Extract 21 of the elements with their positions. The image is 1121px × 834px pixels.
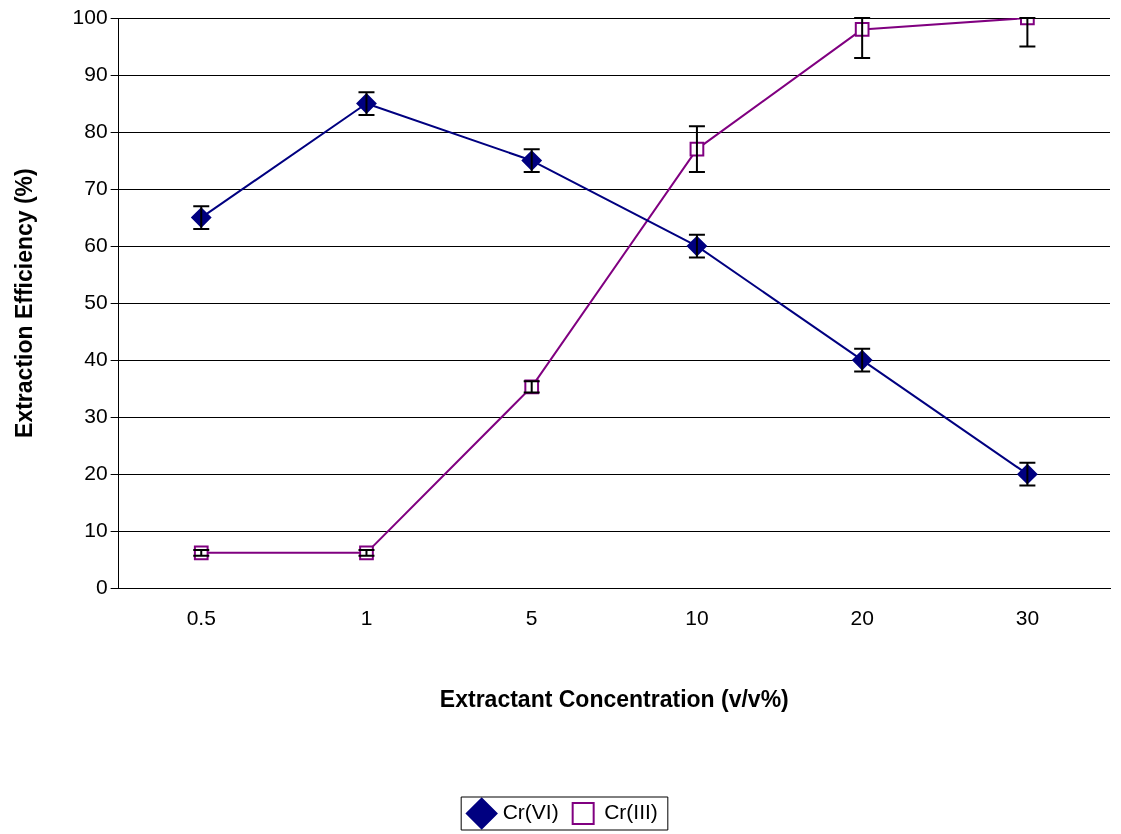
x-tick-label: 30 — [1015, 605, 1040, 629]
x-tick-label: 10 — [685, 605, 709, 629]
legend-label: Cr(III) — [604, 800, 658, 824]
y-tick-label: 90 — [84, 61, 108, 85]
y-tick-label: 10 — [84, 517, 108, 541]
x-tick-label: 1 — [360, 605, 373, 629]
x-tick-label: 5 — [525, 605, 538, 629]
x-axis-title: Extractant Concentration (v/v%) — [439, 685, 789, 712]
y-tick-label: 20 — [84, 460, 108, 484]
x-tick-label: 0.5 — [186, 605, 216, 629]
y-tick-label: 50 — [84, 289, 108, 313]
y-tick-label: 0 — [95, 575, 108, 598]
y-tick-label: 60 — [84, 232, 108, 256]
y-tick-label: 40 — [84, 346, 108, 370]
y-axis-title: Extraction Efficiency (%) — [11, 168, 38, 438]
legend-label: Cr(VI) — [502, 800, 559, 824]
y-tick-label: 70 — [84, 175, 108, 199]
y-tick-label: 80 — [84, 118, 108, 142]
y-tick-label: 30 — [84, 403, 108, 427]
y-tick-label: 100 — [72, 4, 108, 28]
x-tick-label: 20 — [850, 605, 874, 629]
